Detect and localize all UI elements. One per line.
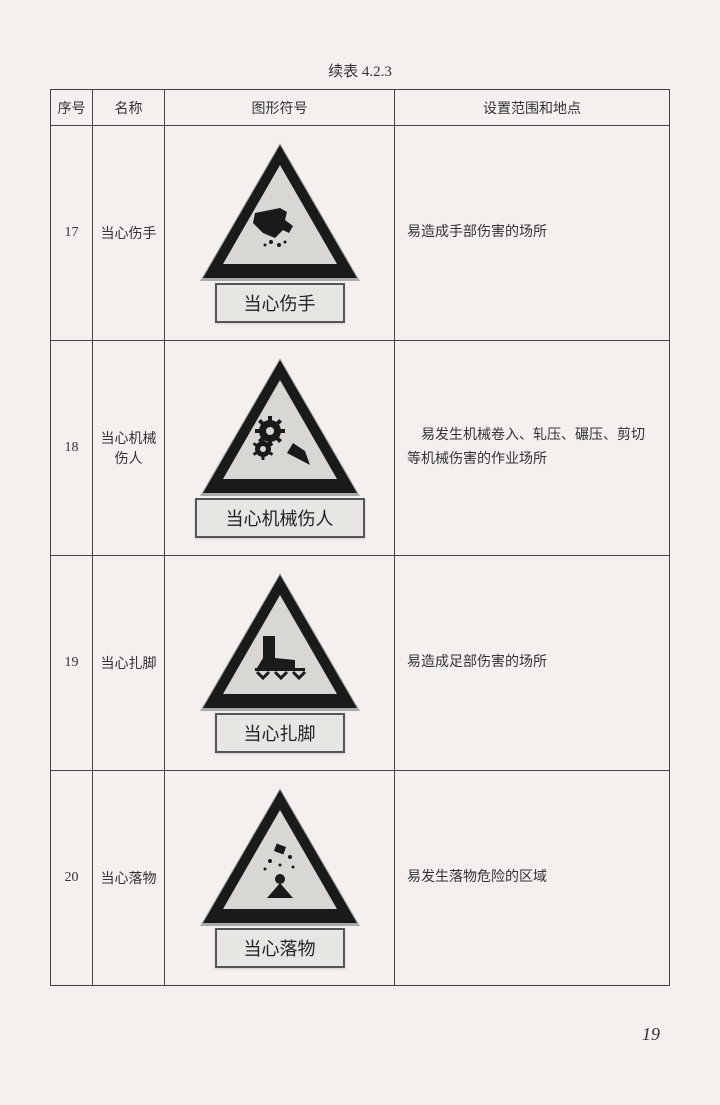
cell-name: 当心机械伤人 xyxy=(93,341,165,556)
pictogram-icon xyxy=(245,413,315,468)
page-number: 19 xyxy=(642,1024,660,1045)
cell-name: 当心伤手 xyxy=(93,126,165,341)
cell-desc: 易造成手部伤害的场所 xyxy=(395,126,670,341)
cell-symbol: 当心伤手 xyxy=(165,126,395,341)
cell-num: 18 xyxy=(51,341,93,556)
pictogram-icon xyxy=(245,843,315,898)
cell-desc: 易发生机械卷入、轧压、碾压、剪切等机械伤害的作业场所 xyxy=(395,341,670,556)
table-row: 18 当心机械伤人 当心机械伤人 xyxy=(51,341,670,556)
cell-num: 17 xyxy=(51,126,93,341)
sign-label: 当心机械伤人 xyxy=(195,498,365,538)
table-row: 17 当心伤手 当心伤手 易造成手部伤害的场所 xyxy=(51,126,670,341)
cell-desc: 易发生落物危险的区域 xyxy=(395,771,670,986)
cell-symbol: 当心落物 xyxy=(165,771,395,986)
cell-name: 当心扎脚 xyxy=(93,556,165,771)
pictogram-icon xyxy=(245,198,315,253)
warning-sign: 当心机械伤人 xyxy=(169,358,390,538)
safety-signs-table: 序号 名称 图形符号 设置范围和地点 17 当心伤手 当心伤手 易造成手部伤害 xyxy=(50,89,670,986)
cell-name: 当心落物 xyxy=(93,771,165,986)
header-num: 序号 xyxy=(51,90,93,126)
warning-sign: 当心伤手 xyxy=(169,143,390,323)
warning-sign: 当心落物 xyxy=(169,788,390,968)
cell-symbol: 当心机械伤人 xyxy=(165,341,395,556)
cell-symbol: 当心扎脚 xyxy=(165,556,395,771)
warning-sign: 当心扎脚 xyxy=(169,573,390,753)
pictogram-icon xyxy=(245,628,315,683)
header-symbol: 图形符号 xyxy=(165,90,395,126)
warning-triangle-icon xyxy=(200,358,360,498)
cell-num: 19 xyxy=(51,556,93,771)
sign-label: 当心落物 xyxy=(215,928,345,968)
table-row: 19 当心扎脚 当心扎脚 易造成足部伤害的场所 xyxy=(51,556,670,771)
sign-label: 当心扎脚 xyxy=(215,713,345,753)
table-title: 续表 4.2.3 xyxy=(50,60,670,81)
table-row: 20 当心落物 当心落物 易发生落物危险的区域 xyxy=(51,771,670,986)
warning-triangle-icon xyxy=(200,573,360,713)
warning-triangle-icon xyxy=(200,788,360,928)
sign-label: 当心伤手 xyxy=(215,283,345,323)
warning-triangle-icon xyxy=(200,143,360,283)
header-desc: 设置范围和地点 xyxy=(395,90,670,126)
header-name: 名称 xyxy=(93,90,165,126)
header-row: 序号 名称 图形符号 设置范围和地点 xyxy=(51,90,670,126)
cell-num: 20 xyxy=(51,771,93,986)
cell-desc: 易造成足部伤害的场所 xyxy=(395,556,670,771)
